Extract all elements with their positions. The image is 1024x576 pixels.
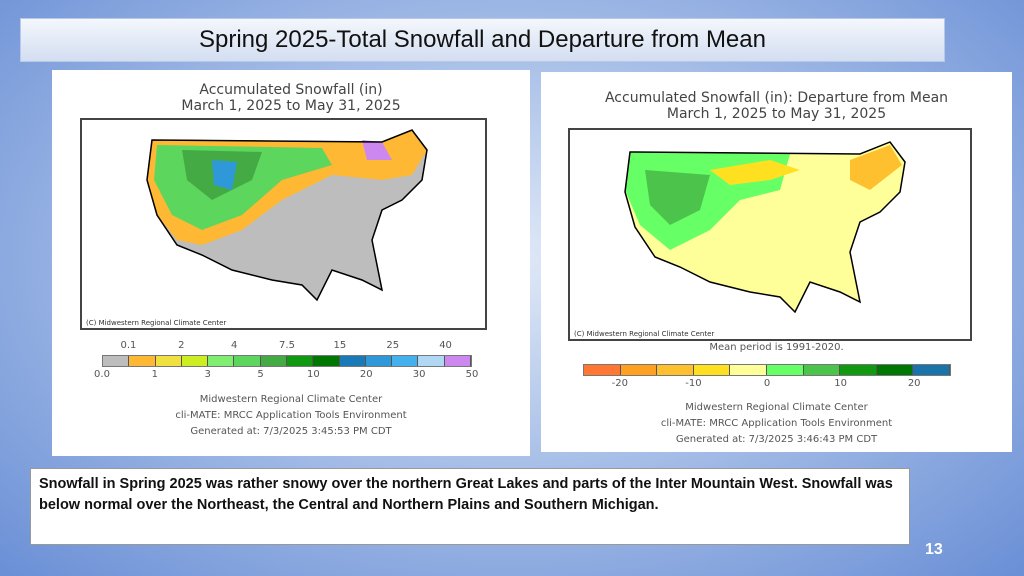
legend-tick-label: 10 — [307, 369, 320, 380]
departure-map: (C) Midwestern Regional Climate Center — [568, 128, 972, 341]
departure-legend — [583, 364, 951, 376]
legend-swatch — [286, 356, 314, 366]
legend-tick-label: 30 — [412, 369, 426, 380]
legend-swatch — [657, 365, 694, 375]
legend-tick-label: 2 — [178, 340, 185, 351]
legend-swatch — [339, 356, 366, 366]
footer-line: cli-MATE: MRCC Application Tools Environ… — [660, 418, 893, 429]
legend-tick-label: -10 — [685, 378, 702, 389]
legend-tick-label: -20 — [611, 378, 628, 389]
legend-tick-label: 1 — [151, 369, 159, 380]
legend-swatch — [155, 356, 182, 366]
map-title: Accumulated Snowfall (in): Departure fro… — [604, 90, 949, 106]
snowfall-legend — [102, 355, 472, 367]
legend-swatch — [392, 356, 419, 366]
legend-tick-label: 20 — [907, 378, 921, 389]
legend-swatch — [584, 365, 621, 375]
legend-swatch — [260, 356, 287, 366]
legend-tick-label: 0 — [763, 378, 771, 389]
us-snowfall-map — [146, 129, 428, 302]
legend-tick-label: 3 — [204, 369, 211, 380]
legend-tick-label: 20 — [359, 369, 373, 380]
legend-swatch — [234, 356, 261, 366]
legend-tick-label: 0.0 — [94, 369, 110, 380]
legend-swatch — [730, 365, 767, 375]
slide-title: Spring 2025-Total Snowfall and Departure… — [20, 18, 945, 62]
us-departure-map — [624, 141, 906, 314]
summary-text: Snowfall in Spring 2025 was rather snowy… — [30, 468, 910, 545]
map-subtitle: March 1, 2025 to May 31, 2025 — [666, 106, 887, 122]
map-credit: (C) Midwestern Regional Climate Center — [86, 319, 227, 327]
legend-swatch — [103, 356, 130, 366]
legend-swatch — [693, 365, 731, 375]
legend-swatch — [181, 356, 209, 366]
legend-tick-label: 0.1 — [120, 340, 137, 351]
legend-swatch — [620, 365, 658, 375]
legend-swatch — [913, 365, 950, 375]
page-number: 13 — [925, 541, 943, 558]
legend-tick-label: 7.5 — [279, 340, 295, 351]
legend-tick-label: 10 — [834, 378, 847, 389]
legend-tick-label: 4 — [230, 340, 238, 351]
footer-line: Generated at: 7/3/2025 3:45:53 PM CDT — [190, 426, 392, 437]
snowfall-map: (C) Midwestern Regional Climate Center — [80, 118, 487, 330]
mean-period-note: Mean period is 1991-2020. — [709, 342, 844, 353]
legend-tick-label: 15 — [333, 340, 347, 351]
map-credit: (C) Midwestern Regional Climate Center — [574, 330, 715, 338]
legend-swatch — [840, 365, 877, 375]
footer-line: Generated at: 7/3/2025 3:46:43 PM CDT — [675, 434, 878, 445]
legend-swatch — [803, 365, 841, 375]
footer-line: Midwestern Regional Climate Center — [199, 394, 383, 405]
map-title: Accumulated Snowfall (in) — [199, 82, 383, 98]
legend-swatch — [766, 365, 804, 375]
legend-swatch — [444, 356, 471, 366]
legend-swatch — [876, 365, 914, 375]
legend-tick-label: 5 — [257, 369, 264, 380]
legend-tick-label: 50 — [465, 369, 479, 380]
departure-map-panel: Accumulated Snowfall (in): Departure fro… — [541, 72, 1012, 452]
footer-line: Midwestern Regional Climate Center — [685, 402, 868, 413]
legend-tick-label: 25 — [386, 340, 400, 351]
legend-swatch — [365, 356, 393, 366]
legend-swatch — [418, 356, 445, 366]
legend-tick-label: 40 — [439, 340, 452, 351]
footer-line: cli-MATE: MRCC Application Tools Environ… — [175, 410, 407, 421]
snowfall-map-panel: Accumulated Snowfall (in) March 1, 2025 … — [52, 70, 530, 456]
map-subtitle: March 1, 2025 to May 31, 2025 — [181, 98, 401, 114]
legend-swatch — [313, 356, 340, 366]
legend-swatch — [208, 356, 235, 366]
legend-swatch — [129, 356, 156, 366]
